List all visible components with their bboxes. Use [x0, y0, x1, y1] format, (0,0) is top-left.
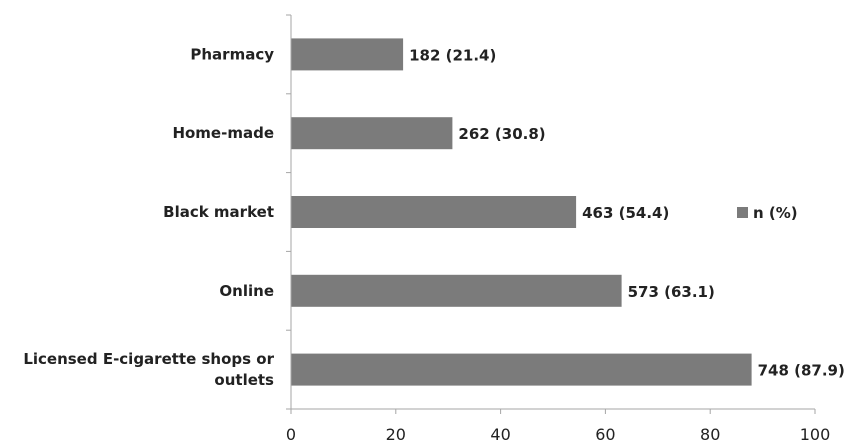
x-tick-label-0: 0 — [286, 425, 296, 444]
x-tick-label-4: 80 — [700, 425, 720, 444]
category-label-2: Black market — [163, 203, 274, 221]
x-tick-label-2: 40 — [490, 425, 510, 444]
category-label-4-line-0: Licensed E-cigarette shops or — [23, 350, 274, 368]
axes-layer: 0 20 40 60 80 100 — [286, 14, 831, 444]
category-label-1: Home-made — [172, 124, 274, 142]
data-label-4: 748 (87.9) — [758, 362, 845, 380]
x-tick-label-5: 100 — [800, 425, 831, 444]
data-label-1: 262 (30.8) — [458, 125, 545, 143]
legend-swatch — [737, 207, 748, 218]
category-label-4-line-1: outlets — [214, 371, 274, 389]
category-label-3: Online — [219, 282, 274, 300]
legend: n (%) — [737, 204, 798, 222]
bar-0 — [291, 38, 404, 71]
bar-3 — [291, 274, 622, 307]
bar-4 — [291, 353, 752, 386]
category-label-0: Pharmacy — [190, 45, 274, 63]
labels-layer: 182 (21.4) Pharmacy 262 (30.8) Home-made 463… — [23, 45, 845, 389]
data-label-0: 182 (21.4) — [409, 46, 496, 64]
bar-1 — [291, 117, 453, 150]
bars-layer — [291, 38, 752, 386]
bar-2 — [291, 196, 577, 228]
x-tick-label-3: 60 — [595, 425, 615, 444]
data-label-2: 463 (54.4) — [582, 204, 669, 222]
data-label-3: 573 (63.1) — [628, 283, 715, 301]
x-tick-label-1: 20 — [386, 425, 406, 444]
legend-label: n (%) — [753, 204, 798, 222]
